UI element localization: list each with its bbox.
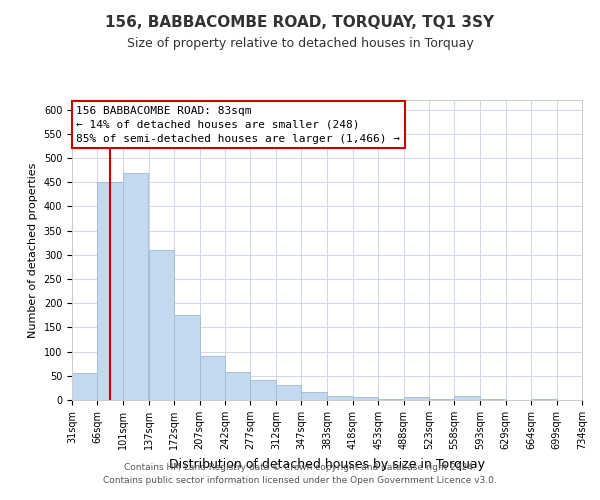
Bar xyxy=(250,380,276,400)
Bar xyxy=(97,182,123,400)
Bar xyxy=(454,396,480,400)
Text: 156, BABBACOMBE ROAD, TORQUAY, TQ1 3SY: 156, BABBACOMBE ROAD, TORQUAY, TQ1 3SY xyxy=(106,15,494,30)
Bar xyxy=(276,384,301,400)
Bar xyxy=(200,356,225,400)
Text: Size of property relative to detached houses in Torquay: Size of property relative to detached ho… xyxy=(127,38,473,51)
Text: 156 BABBACOMBE ROAD: 83sqm
← 14% of detached houses are smaller (248)
85% of sem: 156 BABBACOMBE ROAD: 83sqm ← 14% of deta… xyxy=(76,106,400,144)
Bar xyxy=(301,392,326,400)
X-axis label: Distribution of detached houses by size in Torquay: Distribution of detached houses by size … xyxy=(169,458,485,470)
Text: Contains HM Land Registry data © Crown copyright and database right 2024.
Contai: Contains HM Land Registry data © Crown c… xyxy=(103,464,497,485)
Bar xyxy=(404,397,429,400)
Bar xyxy=(378,398,404,400)
Bar xyxy=(72,374,97,400)
Bar xyxy=(328,396,353,400)
Y-axis label: Number of detached properties: Number of detached properties xyxy=(28,162,38,338)
Bar xyxy=(353,397,378,400)
Bar xyxy=(429,398,454,400)
Bar xyxy=(174,316,200,400)
Bar xyxy=(225,372,250,400)
Bar xyxy=(123,172,148,400)
Bar xyxy=(531,399,557,400)
Bar xyxy=(480,399,505,400)
Bar xyxy=(149,250,174,400)
